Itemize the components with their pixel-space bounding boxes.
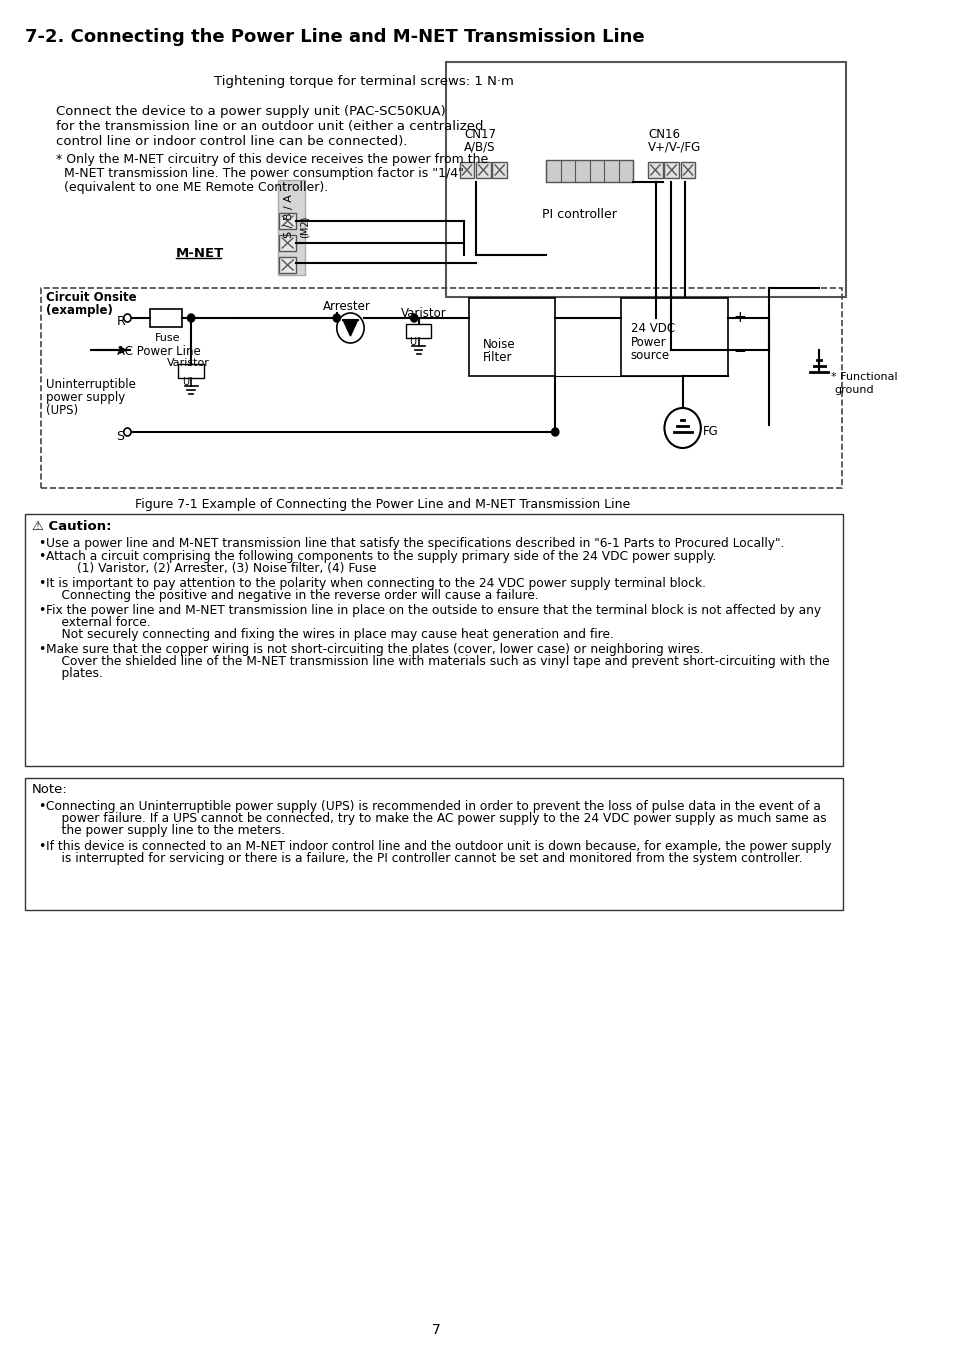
Text: (equivalent to one ME Remote Controller).: (equivalent to one ME Remote Controller)… xyxy=(56,181,329,195)
Text: Use a power line and M-NET transmission line that satisfy the specifications des: Use a power line and M-NET transmission … xyxy=(47,536,784,550)
Circle shape xyxy=(124,428,131,436)
Text: the power supply line to the meters.: the power supply line to the meters. xyxy=(47,824,285,838)
Bar xyxy=(663,162,679,178)
Text: Fuse: Fuse xyxy=(154,332,180,343)
Text: Fix the power line and M-NET transmission line in place on the outside to ensure: Fix the power line and M-NET transmissio… xyxy=(47,604,821,617)
Text: (M2): (M2) xyxy=(299,216,310,238)
Bar xyxy=(459,162,474,178)
Bar xyxy=(26,513,841,766)
Text: CN17: CN17 xyxy=(464,128,496,141)
Text: •: • xyxy=(38,800,46,813)
Bar xyxy=(279,257,295,273)
Text: •: • xyxy=(38,604,46,617)
Text: S / B / A: S / B / A xyxy=(284,195,294,238)
Text: Figure 7-1 Example of Connecting the Power Line and M-NET Transmission Line: Figure 7-1 Example of Connecting the Pow… xyxy=(134,499,629,511)
Text: external force.: external force. xyxy=(47,616,151,630)
Text: Power: Power xyxy=(630,336,666,349)
Text: U: U xyxy=(409,336,416,347)
Text: (UPS): (UPS) xyxy=(46,404,77,417)
Text: power supply: power supply xyxy=(46,390,125,404)
Text: CN16: CN16 xyxy=(647,128,679,141)
Text: ground: ground xyxy=(834,385,873,394)
Circle shape xyxy=(551,428,558,436)
Text: Varistor: Varistor xyxy=(167,358,210,367)
Bar xyxy=(647,162,662,178)
Text: U: U xyxy=(182,377,189,386)
Text: is interrupted for servicing or there is a failure, the PI controller cannot be : is interrupted for servicing or there is… xyxy=(47,852,802,865)
Bar xyxy=(277,180,305,276)
Bar xyxy=(476,162,490,178)
Circle shape xyxy=(336,313,364,343)
Text: R: R xyxy=(116,315,125,328)
Circle shape xyxy=(124,313,131,322)
Text: Arrester: Arrester xyxy=(323,300,371,313)
Text: control line or indoor control line can be connected).: control line or indoor control line can … xyxy=(56,135,408,149)
Text: 7: 7 xyxy=(431,1323,439,1337)
Text: Noise: Noise xyxy=(482,338,515,351)
Text: Uninterruptible: Uninterruptible xyxy=(46,378,135,390)
Text: M-NET: M-NET xyxy=(175,247,224,259)
Bar xyxy=(545,159,632,182)
Bar xyxy=(406,324,431,338)
Circle shape xyxy=(333,313,340,322)
Polygon shape xyxy=(343,320,357,336)
Text: source: source xyxy=(630,349,669,362)
Text: •: • xyxy=(38,840,46,852)
Text: Varistor: Varistor xyxy=(400,307,446,320)
Text: Connecting an Uninterruptible power supply (UPS) is recommended in order to prev: Connecting an Uninterruptible power supp… xyxy=(47,800,821,813)
Bar xyxy=(41,288,841,488)
Bar xyxy=(492,162,506,178)
Text: Circuit Onsite: Circuit Onsite xyxy=(46,290,136,304)
Text: •: • xyxy=(38,550,46,563)
Text: Not securely connecting and fixing the wires in place may cause heat generation : Not securely connecting and fixing the w… xyxy=(47,628,614,640)
Text: for the transmission line or an outdoor unit (either a centralized: for the transmission line or an outdoor … xyxy=(56,120,483,132)
Text: * Only the M-NET circuitry of this device receives the power from the: * Only the M-NET circuitry of this devic… xyxy=(56,153,488,166)
Text: ⚠ Caution:: ⚠ Caution: xyxy=(31,520,112,534)
Text: +: + xyxy=(733,309,745,326)
Circle shape xyxy=(410,313,417,322)
Text: It is important to pay attention to the polarity when connecting to the 24 VDC p: It is important to pay attention to the … xyxy=(47,577,705,590)
Text: S: S xyxy=(116,430,125,443)
Text: •: • xyxy=(38,577,46,590)
Bar xyxy=(620,299,727,376)
Text: −: − xyxy=(733,345,745,359)
Text: Attach a circuit comprising the following components to the supply primary side : Attach a circuit comprising the followin… xyxy=(47,550,716,563)
Text: If this device is connected to an M-NET indoor control line and the outdoor unit: If this device is connected to an M-NET … xyxy=(47,840,831,852)
Circle shape xyxy=(663,408,700,449)
Text: AC Power Line: AC Power Line xyxy=(116,345,200,358)
Text: •: • xyxy=(38,643,46,657)
Bar xyxy=(279,235,295,251)
Text: •: • xyxy=(38,536,46,550)
Bar xyxy=(279,213,295,230)
Bar xyxy=(446,62,845,297)
Text: Make sure that the copper wiring is not short-circuiting the plates (cover, lowe: Make sure that the copper wiring is not … xyxy=(47,643,703,657)
Text: Connect the device to a power supply unit (PAC-SC50KUA): Connect the device to a power supply uni… xyxy=(56,105,446,118)
Text: FG: FG xyxy=(702,426,718,438)
Text: V+/V-/FG: V+/V-/FG xyxy=(647,141,700,154)
Text: A/B/S: A/B/S xyxy=(464,141,496,154)
Text: plates.: plates. xyxy=(47,667,103,680)
Bar xyxy=(680,162,695,178)
Text: Note:: Note: xyxy=(31,784,68,796)
Text: 24 VDC: 24 VDC xyxy=(630,322,674,335)
Text: M-NET transmission line. The power consumption factor is "1/4": M-NET transmission line. The power consu… xyxy=(56,168,464,180)
Text: power failure. If a UPS cannot be connected, try to make the AC power supply to : power failure. If a UPS cannot be connec… xyxy=(47,812,826,825)
Text: * Functional: * Functional xyxy=(830,372,897,382)
Circle shape xyxy=(188,313,194,322)
Bar xyxy=(26,778,841,911)
Bar xyxy=(178,363,204,378)
Text: (example): (example) xyxy=(46,304,112,317)
Text: Connecting the positive and negative in the reverse order will cause a failure.: Connecting the positive and negative in … xyxy=(47,589,538,603)
Text: PI controller: PI controller xyxy=(541,208,616,222)
Text: Tightening torque for terminal screws: 1 N·m: Tightening torque for terminal screws: 1… xyxy=(213,76,514,88)
Text: (1) Varistor, (2) Arrester, (3) Noise filter, (4) Fuse: (1) Varistor, (2) Arrester, (3) Noise fi… xyxy=(47,562,376,576)
Bar xyxy=(468,299,555,376)
Text: Filter: Filter xyxy=(482,351,512,363)
Text: 7-2. Connecting the Power Line and M-NET Transmission Line: 7-2. Connecting the Power Line and M-NET… xyxy=(26,28,644,46)
Text: Cover the shielded line of the M-NET transmission line with materials such as vi: Cover the shielded line of the M-NET tra… xyxy=(47,655,829,667)
Bar xyxy=(150,309,182,327)
